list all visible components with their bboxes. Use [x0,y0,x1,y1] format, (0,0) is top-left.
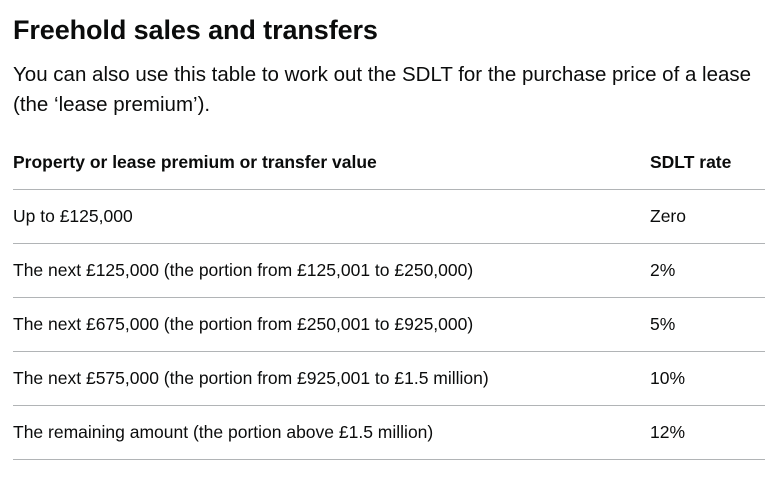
sdlt-rates-table: Property or lease premium or transfer va… [13,136,765,460]
row-value-cell: The next £675,000 (the portion from £250… [13,297,650,352]
column-header-value: Property or lease premium or transfer va… [13,136,650,190]
intro-paragraph: You can also use this table to work out … [13,63,752,116]
row-value-cell: The next £575,000 (the portion from £925… [13,351,650,406]
row-rate-cell: 12% [650,405,765,460]
row-rate-cell: 5% [650,297,765,352]
row-rate-cell: 10% [650,351,765,406]
row-rate-cell: 2% [650,243,765,298]
table-row: Up to £125,000 Zero [13,189,765,244]
table-header-row: Property or lease premium or transfer va… [13,136,765,190]
row-value-cell: The remaining amount (the portion above … [13,405,650,460]
table-row: The next £675,000 (the portion from £250… [13,297,765,352]
row-value-cell: The next £125,000 (the portion from £125… [13,243,650,298]
table-row: The next £125,000 (the portion from £125… [13,243,765,298]
section-heading: Freehold sales and transfers [13,15,378,45]
column-header-rate: SDLT rate [650,136,765,190]
table-row: The next £575,000 (the portion from £925… [13,351,765,406]
table-row: The remaining amount (the portion above … [13,405,765,460]
row-rate-cell: Zero [650,189,765,244]
row-value-cell: Up to £125,000 [13,189,650,244]
